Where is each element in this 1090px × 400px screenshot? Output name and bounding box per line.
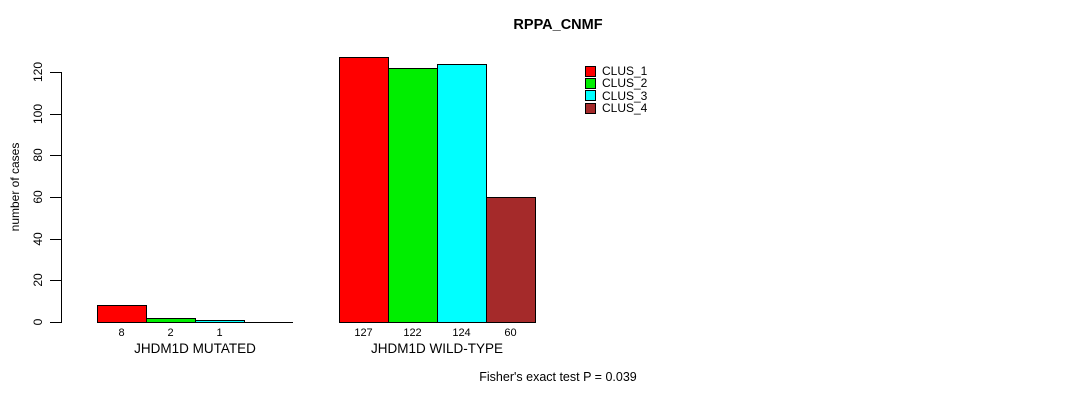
bar-value-label: 2 — [167, 327, 174, 339]
y-axis-label: number of cases — [8, 142, 22, 232]
bar-clus_3 — [195, 319, 245, 323]
y-tick-label: 20 — [31, 273, 45, 288]
group-label: JHDM1D MUTATED — [134, 341, 256, 356]
legend-swatch-clus_1 — [585, 65, 596, 77]
y-tick-mark — [50, 322, 61, 323]
bar-clus_4 — [486, 197, 536, 323]
legend-label: CLUS_2 — [602, 76, 648, 91]
y-tick-label: 80 — [31, 148, 45, 163]
y-tick-mark — [50, 238, 61, 240]
legend-swatch-clus_3 — [585, 90, 596, 102]
bar-value-label: 127 — [354, 327, 373, 339]
legend-swatch-clus_2 — [585, 77, 596, 89]
y-axis-line — [61, 72, 62, 323]
legend-label: CLUS_3 — [602, 88, 648, 103]
bar-value-label: 122 — [403, 327, 422, 339]
bar-clus_1 — [97, 305, 147, 323]
y-tick-label: 40 — [31, 231, 45, 246]
bar-clus_2 — [388, 67, 438, 323]
legend-item: CLUS_3 — [585, 89, 647, 103]
chart-title: RPPA_CNMF — [513, 17, 603, 33]
bar-clus_1 — [339, 57, 389, 323]
y-tick-mark — [50, 72, 61, 73]
y-tick-mark — [50, 280, 61, 282]
legend-item: CLUS_2 — [585, 76, 647, 90]
group-label: JHDM1D WILD-TYPE — [370, 341, 504, 356]
bar-value-label: 60 — [504, 327, 517, 339]
y-tick-label: 120 — [31, 61, 45, 83]
y-tick-mark — [50, 197, 61, 198]
y-tick-label: 100 — [31, 103, 45, 124]
legend-item: CLUS_4 — [585, 101, 647, 115]
legend-label: CLUS_4 — [602, 101, 648, 116]
y-tick-label: 60 — [31, 190, 45, 204]
y-tick-mark — [50, 113, 61, 115]
bar-value-label: 124 — [452, 327, 471, 339]
bar-value-label: 1 — [216, 327, 223, 339]
legend-swatch-clus_4 — [585, 102, 596, 114]
fisher-test-annotation: Fisher's exact test P = 0.039 — [479, 370, 637, 384]
y-tick-mark — [50, 155, 61, 157]
legend-item: CLUS_1 — [585, 64, 647, 78]
bar-value-label: 8 — [118, 327, 125, 339]
bar-clus_3 — [437, 63, 487, 323]
bar-clus_2 — [146, 317, 196, 323]
y-tick-label: 0 — [31, 318, 45, 326]
legend-label: CLUS_1 — [602, 64, 648, 78]
